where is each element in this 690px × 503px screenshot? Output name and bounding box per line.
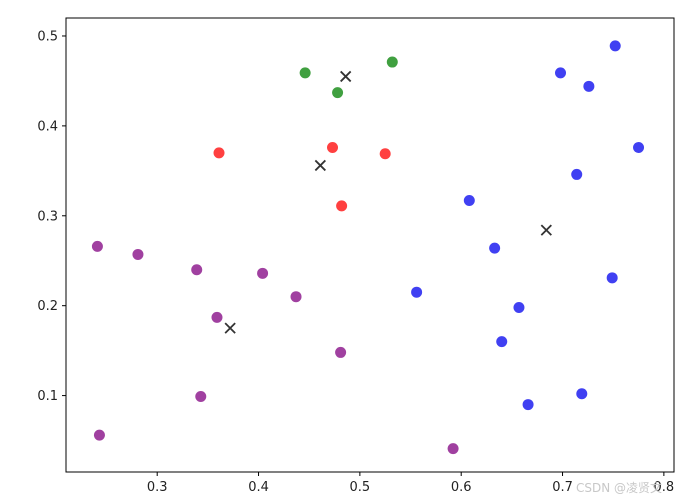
data-point-series-3: [335, 346, 347, 358]
data-point-series-0: [489, 242, 501, 254]
x-tick-label: 0.8: [654, 480, 675, 495]
data-point-series-2: [379, 148, 391, 160]
centroid-marker: [314, 159, 326, 172]
y-axis-ticks: 0.1 0.2 0.3 0.4 0.5: [37, 29, 66, 404]
data-point-series-0: [576, 388, 588, 400]
data-point-series-2: [327, 141, 339, 153]
data-point-series-3: [211, 311, 223, 323]
x-tick-label: 0.5: [350, 480, 371, 495]
data-point-series-3: [290, 291, 302, 303]
data-point-series-1: [332, 87, 344, 99]
x-tick-label: 0.6: [451, 480, 472, 495]
data-point-series-3: [91, 240, 103, 252]
y-tick-label: 0.2: [37, 299, 58, 314]
data-point-series-3: [93, 429, 105, 441]
data-point-series-0: [513, 301, 525, 313]
data-point-series-0: [571, 168, 583, 180]
data-point-series-0: [463, 194, 475, 206]
data-point-series-0: [555, 67, 567, 79]
data-point-series-1: [386, 56, 398, 68]
x-axis-ticks: 0.3 0.4 0.5 0.6 0.7 0.8: [147, 472, 674, 495]
y-tick-label: 0.3: [37, 209, 58, 224]
data-points: [91, 40, 645, 455]
data-point-series-0: [496, 336, 508, 348]
data-point-series-2: [213, 147, 225, 159]
x-tick-label: 0.4: [248, 480, 269, 495]
x-tick-label: 0.7: [552, 480, 573, 495]
data-point-series-3: [191, 264, 203, 276]
x-tick-label: 0.3: [147, 480, 168, 495]
centroid-marker: [340, 70, 352, 83]
data-point-series-0: [583, 80, 595, 92]
data-point-series-0: [609, 40, 621, 52]
data-point-series-3: [132, 248, 144, 260]
data-point-series-3: [447, 443, 459, 455]
y-tick-label: 0.5: [37, 29, 58, 44]
watermark-text: CSDN @凌贤文: [576, 480, 662, 495]
data-point-series-0: [633, 141, 645, 153]
y-tick-label: 0.1: [37, 389, 58, 404]
data-point-series-2: [336, 200, 348, 212]
plot-frame: [65, 17, 675, 473]
centroid-marker: [224, 322, 236, 334]
data-point-series-0: [606, 272, 618, 284]
data-point-series-3: [195, 390, 207, 402]
data-point-series-0: [522, 399, 534, 411]
data-point-series-0: [411, 286, 423, 298]
centroid-marker: [540, 224, 552, 236]
y-tick-label: 0.4: [37, 119, 58, 134]
data-point-series-1: [299, 67, 311, 79]
data-point-series-3: [257, 267, 269, 279]
